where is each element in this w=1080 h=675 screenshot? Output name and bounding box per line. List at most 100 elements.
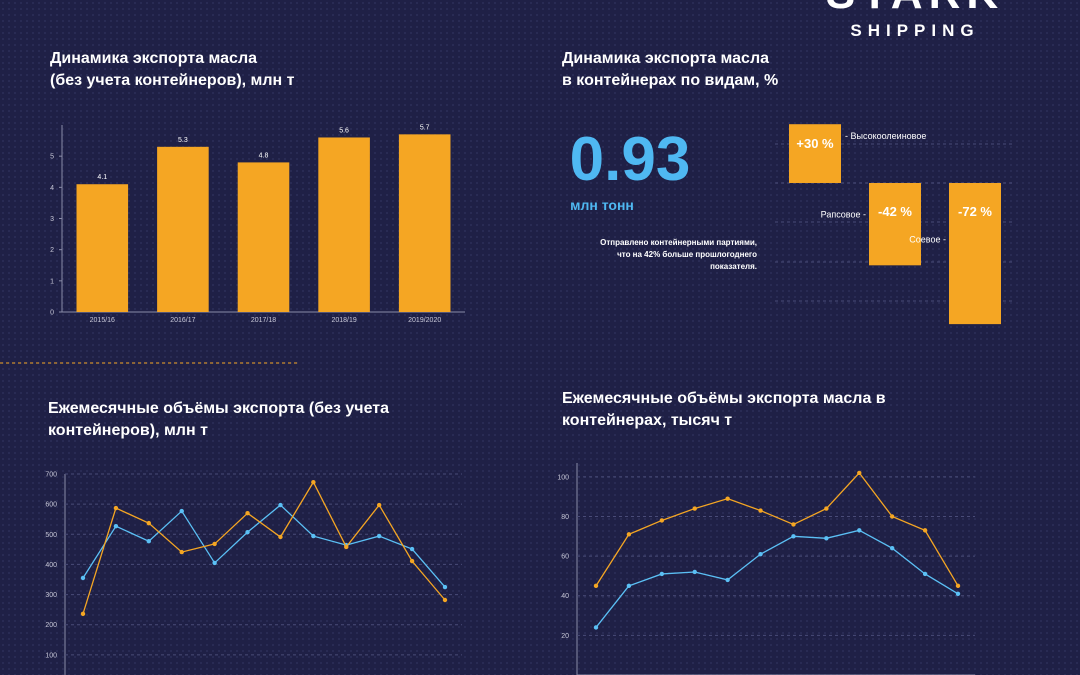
y-tick-label: 0 — [50, 310, 54, 317]
point — [311, 479, 316, 485]
y-tick-label: 200 — [45, 622, 57, 629]
series-line — [595, 529, 959, 628]
category-label: Рапсовое - — [821, 210, 866, 220]
highlight-value: 0.93 — [570, 125, 691, 194]
point — [955, 583, 961, 589]
bar — [398, 134, 451, 312]
y-tick-label: 300 — [45, 592, 57, 599]
point — [922, 571, 928, 577]
point — [278, 502, 283, 508]
point — [955, 591, 961, 596]
point — [824, 536, 829, 541]
point — [922, 528, 928, 533]
point — [245, 510, 250, 516]
highlight-note: Отправлено контейнерными партиями, — [600, 238, 757, 247]
highlight-note: показателя. — [710, 262, 757, 271]
point — [725, 577, 730, 583]
y-tick-label: 3 — [50, 216, 54, 223]
point — [889, 514, 895, 519]
point — [376, 533, 382, 539]
value-label: 4.1 — [97, 174, 107, 181]
highlight-unit: млн тонн — [570, 197, 634, 213]
chart-title: Динамика экспорта масла — [50, 50, 257, 67]
point — [659, 518, 665, 523]
point — [245, 529, 250, 535]
point — [376, 502, 382, 508]
logo-tagline: SHIPPING — [850, 21, 979, 40]
category-label: Соевое - — [909, 234, 946, 244]
y-tick-label: 100 — [557, 474, 569, 481]
chart-title: контейнерах, тысяч т — [562, 412, 732, 429]
y-tick-label: 1 — [50, 278, 54, 285]
point — [725, 496, 730, 501]
y-tick-label: 5 — [50, 154, 54, 161]
point — [442, 597, 448, 603]
bar — [76, 184, 129, 312]
bar — [949, 183, 1001, 325]
y-tick-label: 20 — [561, 633, 569, 640]
point — [311, 533, 316, 539]
value-label: 4.8 — [259, 152, 269, 159]
chart-title: контейнеров), млн т — [48, 422, 208, 439]
point — [179, 549, 184, 555]
point — [791, 534, 796, 539]
x-tick-label: 2016/17 — [170, 317, 195, 324]
point — [179, 508, 184, 514]
highlight-note: что на 42% больше прошлогоднего — [617, 250, 757, 259]
point — [857, 528, 862, 533]
point — [278, 534, 283, 540]
bar — [789, 124, 841, 183]
y-tick-label: 80 — [561, 514, 569, 521]
logo-name: STARK — [826, 0, 1004, 18]
x-tick-label: 2017/18 — [251, 317, 276, 324]
y-tick-label: 500 — [45, 532, 57, 539]
point — [758, 551, 763, 557]
bar — [237, 162, 290, 312]
point — [758, 508, 763, 513]
category-label: - Высокоолеиновое — [845, 131, 926, 141]
y-tick-label: 700 — [45, 472, 57, 479]
y-tick-label: 400 — [45, 562, 57, 569]
point — [113, 523, 119, 529]
point — [212, 560, 217, 566]
point — [212, 541, 217, 547]
series-line — [82, 504, 446, 588]
point — [146, 539, 152, 544]
chart-title: (без учета контейнеров), млн т — [50, 72, 295, 89]
value-label: 5.7 — [420, 124, 430, 131]
point — [593, 625, 599, 630]
chart-title: в контейнерах по видам, % — [562, 72, 778, 89]
chart-title: Ежемесячные объёмы экспорта масла в — [562, 390, 886, 407]
point — [146, 520, 152, 526]
point — [659, 571, 665, 577]
point — [113, 505, 119, 511]
point — [692, 569, 697, 575]
point — [857, 470, 862, 476]
point — [80, 611, 86, 617]
value-label: 5.6 — [339, 127, 349, 134]
value-label: -42 % — [878, 204, 912, 219]
bar — [157, 146, 209, 312]
point — [824, 506, 829, 511]
bar — [869, 183, 921, 266]
point — [80, 575, 86, 581]
chart-title: Ежемесячные объёмы экспорта (без учета — [48, 400, 389, 417]
point — [626, 532, 632, 537]
x-tick-label: 2018/19 — [331, 317, 356, 324]
point — [889, 545, 895, 551]
y-tick-label: 40 — [561, 593, 569, 600]
bar — [318, 137, 370, 312]
y-tick-label: 60 — [561, 554, 569, 561]
x-tick-label: 2015/16 — [90, 317, 115, 324]
series-line — [82, 480, 446, 615]
point — [409, 558, 415, 564]
point — [409, 546, 415, 552]
value-label: 5.3 — [178, 137, 188, 144]
point — [692, 506, 697, 511]
point — [344, 544, 349, 550]
value-label: +30 % — [796, 136, 834, 151]
chart-title: Динамика экспорта масла — [562, 50, 769, 67]
x-tick-label: 2019/2020 — [408, 317, 441, 324]
